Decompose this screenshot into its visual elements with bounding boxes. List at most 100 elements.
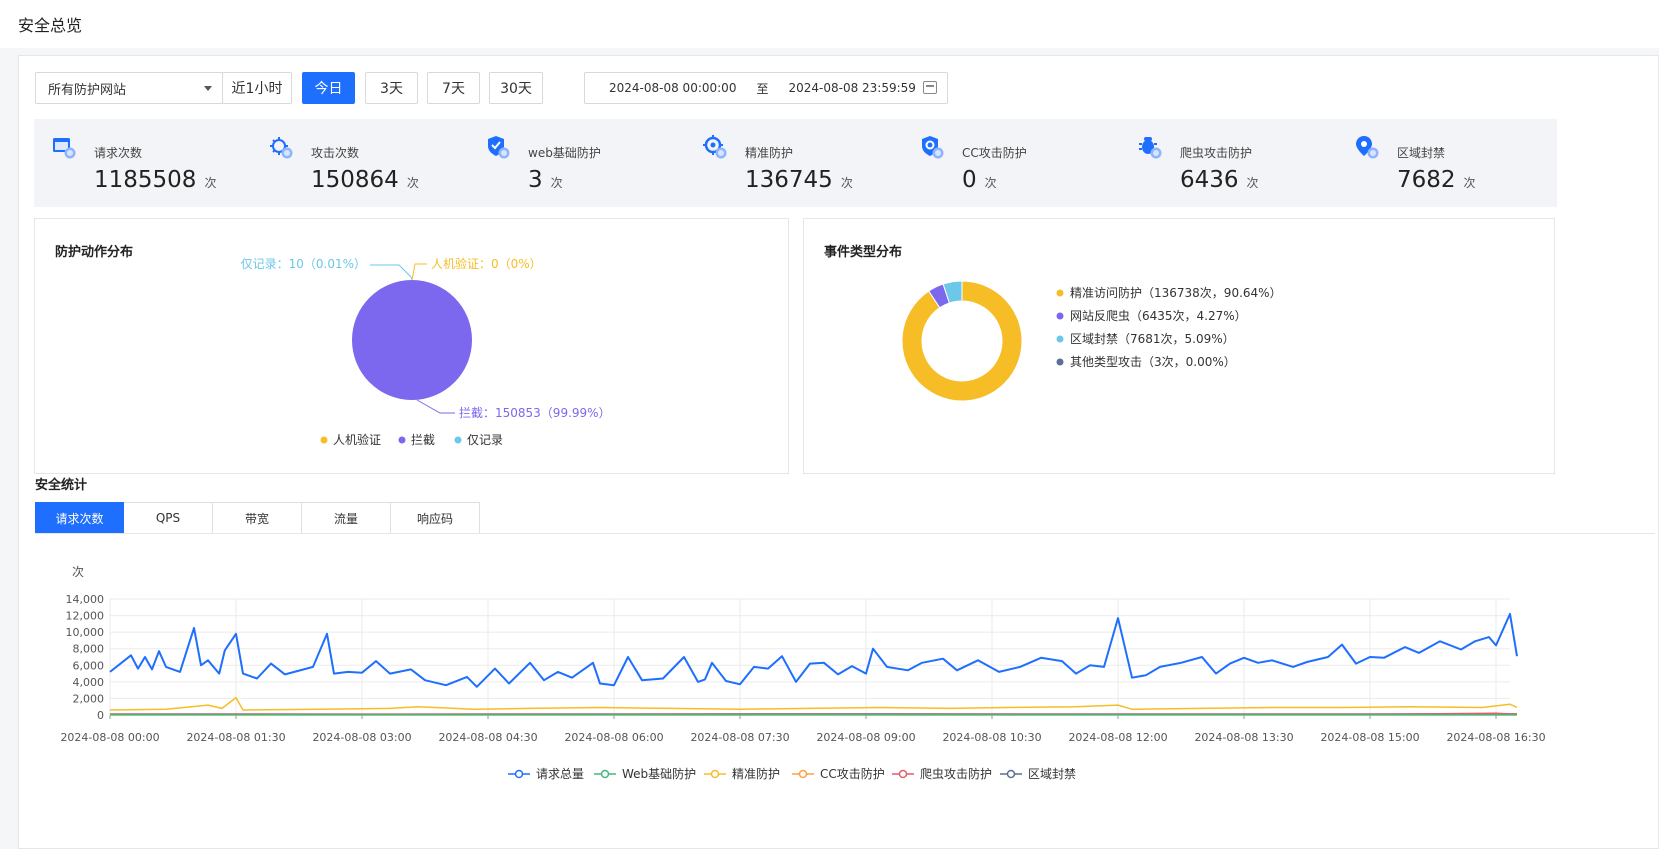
legend-item[interactable]: 网站反爬虫（6435次，4.27%）: [1070, 309, 1247, 323]
legend-item[interactable]: 仅记录: [467, 433, 503, 447]
main-content: 所有防护网站 近1小时 今日 3天 7天 30天 2024-08-08 00:0…: [18, 55, 1659, 849]
y-tick-label: 4,000: [73, 676, 105, 689]
shield-icon: [488, 136, 510, 159]
legend-dot: [1056, 335, 1064, 343]
legend-item[interactable]: 精准访问防护（136738次，90.64%）: [1070, 285, 1282, 300]
legend-dot: [1056, 358, 1064, 366]
legend-dot: [1056, 312, 1064, 320]
tab-bandwidth[interactable]: 带宽: [213, 502, 302, 534]
site-select-value: 所有防护网站: [48, 82, 127, 98]
legend-item[interactable]: 精准防护: [732, 766, 780, 781]
tab-response-code[interactable]: 响应码: [391, 502, 480, 534]
stat-value: 136745 次: [745, 167, 853, 193]
request-trend-chart: 次 0 2,000 4,000 6,000 8,000 10,000 12,000 14,000…: [60, 565, 1545, 781]
section-title: 安全统计: [35, 478, 88, 493]
pie-label-captcha: 人机验证：0（0%）: [431, 256, 542, 271]
range-button-1h[interactable]: 近1小时: [222, 72, 292, 104]
legend-item[interactable]: 请求总量: [536, 767, 584, 781]
y-tick-label: 8,000: [73, 643, 105, 656]
y-tick-label: 0: [97, 709, 104, 722]
legend-item[interactable]: 人机验证: [333, 432, 381, 447]
site-select[interactable]: 所有防护网站: [35, 72, 223, 104]
date-range-picker[interactable]: 2024-08-08 00:00:00 至 2024-08-08 23:59:5…: [584, 72, 948, 104]
range-button-7d[interactable]: 7天: [427, 72, 480, 104]
series-line-2[interactable]: [109, 696, 1518, 711]
browser-icon: [53, 138, 76, 159]
y-tick-label: 12,000: [66, 610, 105, 623]
stat-card-crawler: 爬虫攻击防护 6436 次: [1120, 119, 1340, 207]
stat-label: 精准防护: [745, 146, 794, 160]
legend-dot: [1056, 289, 1064, 297]
tab-requests[interactable]: 请求次数: [35, 502, 124, 534]
legend-marker: [798, 769, 808, 779]
chart-grid: 次 0 2,000 4,000 6,000 8,000 10,000 12,000 14,000…: [60, 565, 1545, 744]
stat-label: 请求次数: [94, 146, 143, 160]
x-tick-label: 2024-08-08 15:00: [1320, 731, 1419, 744]
legend-item[interactable]: 拦截: [411, 433, 435, 447]
legend-marker: [514, 769, 524, 779]
legend-marker: [600, 769, 610, 779]
date-start: 2024-08-08 00:00:00: [609, 81, 737, 95]
tab-qps[interactable]: QPS: [124, 502, 213, 534]
page-title: 安全总览: [18, 16, 83, 35]
x-tick-label: 2024-08-08 13:30: [1194, 731, 1293, 744]
legend-item[interactable]: Web基础防护: [622, 766, 696, 781]
chart-lines: [109, 612, 1518, 716]
date-end: 2024-08-08 23:59:59: [788, 81, 916, 95]
stat-card-requests: 请求次数 1185508 次: [34, 119, 254, 207]
x-tick-label: 2024-08-08 00:00: [60, 731, 159, 744]
stat-label: web基础防护: [528, 146, 601, 160]
stat-value: 1185508 次: [94, 167, 217, 193]
x-tick-label: 2024-08-08 06:00: [564, 731, 663, 744]
stat-value: 150864 次: [311, 167, 419, 193]
location-pin-icon: [1356, 136, 1379, 159]
legend-dot: [454, 436, 462, 444]
cc-shield-icon: [922, 136, 944, 159]
y-tick-label: 14,000: [66, 593, 105, 606]
legend-marker: [710, 769, 720, 779]
legend-item[interactable]: 其他类型攻击（3次，0.00%）: [1070, 355, 1236, 369]
pie-leader-record: [370, 264, 412, 278]
stat-label: 区域封禁: [1397, 146, 1446, 160]
donut-slices: [901, 280, 1023, 402]
legend-marker: [898, 769, 908, 779]
pie-slice-block: [352, 280, 472, 400]
x-tick-label: 2024-08-08 03:00: [312, 731, 411, 744]
stat-label: 爬虫攻击防护: [1180, 146, 1253, 160]
y-tick-label: 6,000: [73, 659, 105, 672]
stat-card-region-block: 区域封禁 7682 次: [1337, 119, 1557, 207]
series-line-0[interactable]: [109, 612, 1518, 688]
range-button-3d[interactable]: 3天: [365, 72, 418, 104]
x-tick-label: 2024-08-08 16:30: [1446, 731, 1545, 744]
legend-dot: [398, 436, 406, 444]
legend-item[interactable]: 区域封禁（7681次，5.09%）: [1070, 332, 1235, 346]
pie-label-record: 仅记录：10（0.01%）: [241, 257, 366, 271]
donut-slice-0[interactable]: [901, 280, 1023, 402]
x-tick-label: 2024-08-08 01:30: [186, 731, 285, 744]
page-header: 安全总览: [0, 0, 1659, 48]
bug-icon: [1139, 137, 1162, 159]
stat-label: CC攻击防护: [962, 146, 1027, 160]
action-distribution-panel: 防护动作分布 仅记录：10（0.01%） 人机验证：0（0%） 拦截：15085…: [34, 218, 789, 474]
stat-value: 6436 次: [1180, 167, 1259, 193]
chevron-down-icon: [204, 85, 212, 91]
tab-traffic[interactable]: 流量: [302, 502, 391, 534]
date-separator: 至: [756, 81, 769, 96]
legend-item[interactable]: 爬虫攻击防护: [920, 766, 992, 781]
donut-legend: 精准访问防护（136738次，90.64%） 网站反爬虫（6435次，4.27%…: [1056, 285, 1282, 369]
chart-legend: 请求总量 Web基础防护 精准防护 CC攻击防护 爬虫攻击防护 区域封禁: [508, 766, 1076, 781]
action-pie-chart: 仅记录：10（0.01%） 人机验证：0（0%） 拦截：150853（99.99…: [241, 256, 611, 447]
range-button-today[interactable]: 今日: [302, 72, 355, 104]
pie-leader-block: [416, 399, 455, 414]
range-button-30d[interactable]: 30天: [489, 72, 543, 104]
event-donut-chart: 精准访问防护（136738次，90.64%） 网站反爬虫（6435次，4.27%…: [901, 280, 1282, 402]
x-tick-label: 2024-08-08 04:30: [438, 731, 537, 744]
pie-legend: 人机验证 拦截 仅记录: [320, 432, 503, 447]
x-tick-label: 2024-08-08 09:00: [816, 731, 915, 744]
legend-item[interactable]: 区域封禁: [1028, 767, 1076, 781]
legend-item[interactable]: CC攻击防护: [820, 766, 885, 781]
calendar-icon: [923, 81, 937, 94]
